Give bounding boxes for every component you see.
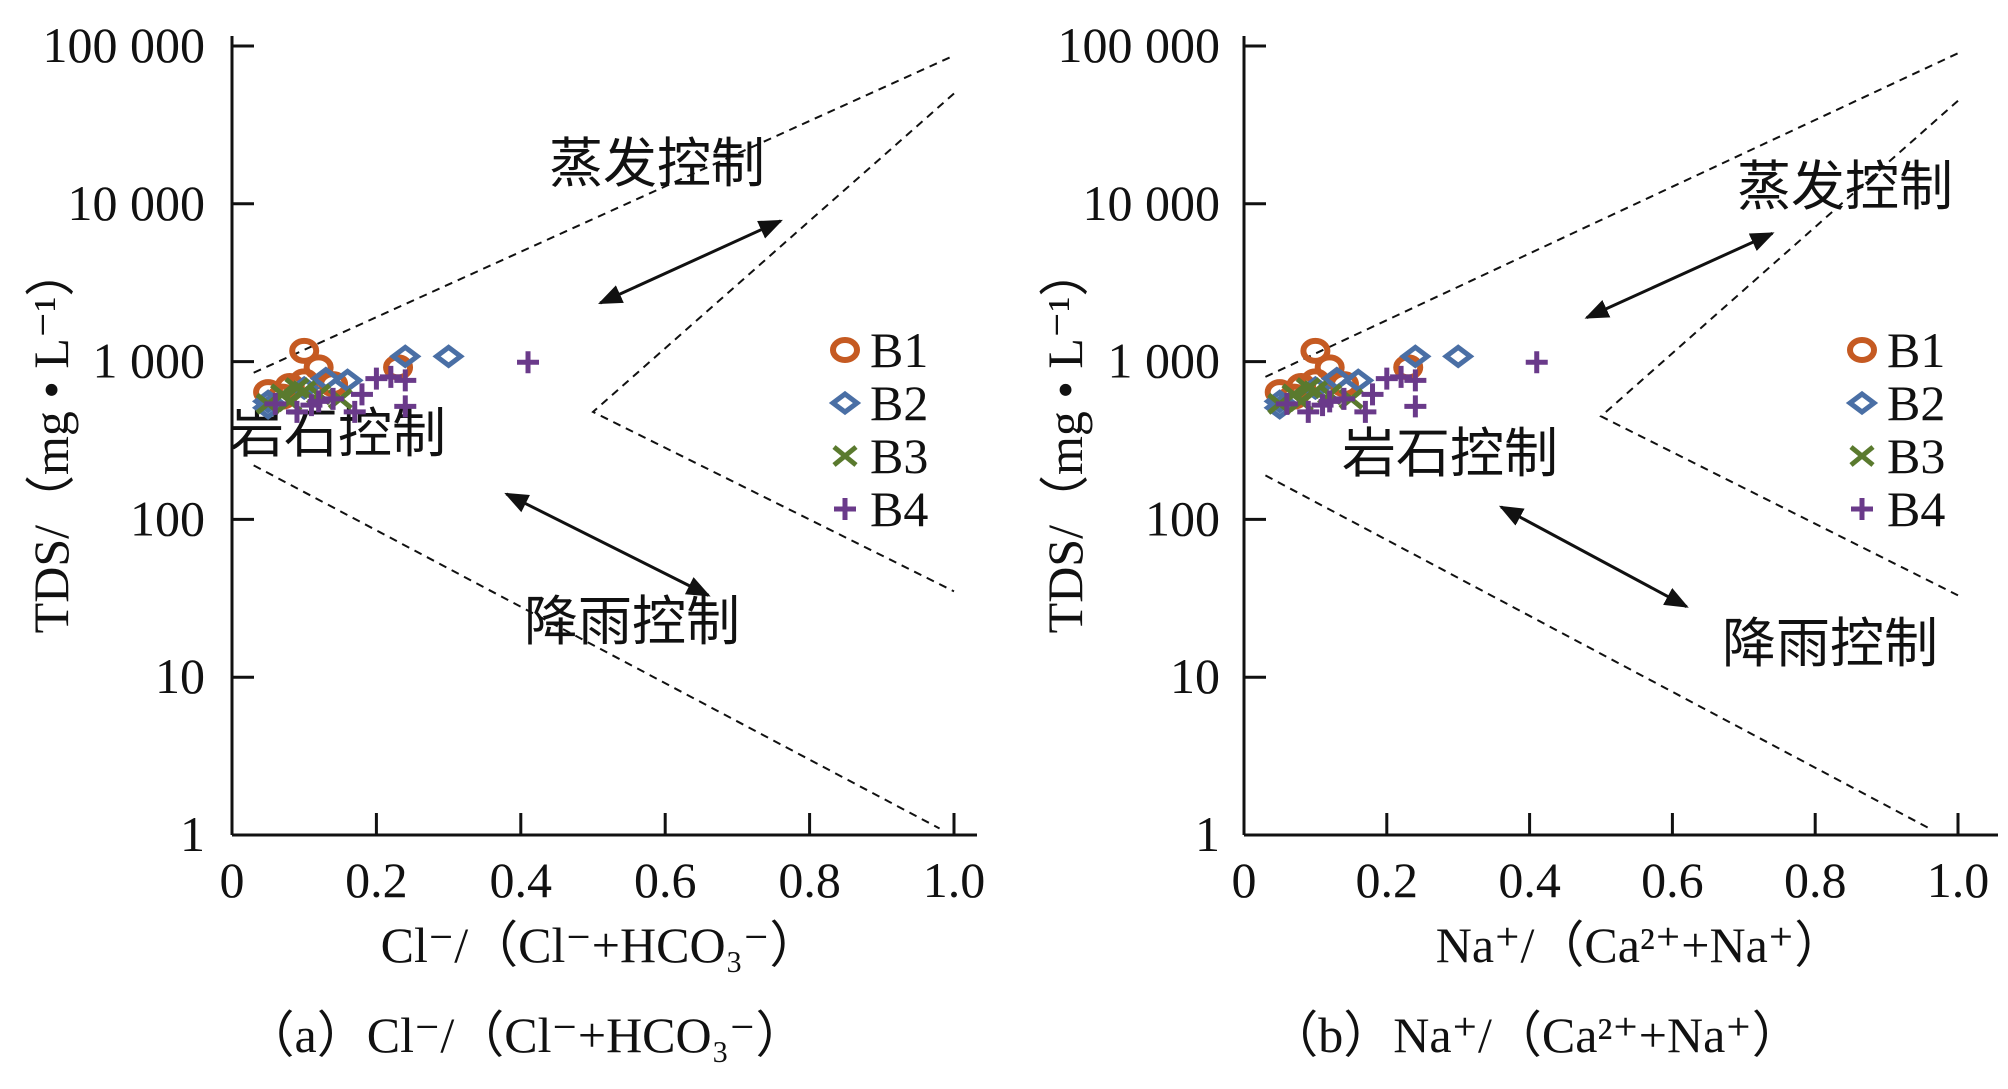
data-point-b4 <box>1311 394 1334 417</box>
y-tick-label: 10 000 <box>68 175 206 231</box>
boundary-line <box>1264 52 1959 378</box>
x-tick-label: 0.6 <box>1641 852 1704 908</box>
data-point-b4 <box>1361 383 1384 406</box>
x-tick-label: 0 <box>220 852 245 908</box>
y-tick-label: 10 000 <box>1083 175 1221 231</box>
legend-label: B1 <box>1887 322 1945 378</box>
boundary-line <box>253 54 955 374</box>
data-point-b4 <box>517 351 540 374</box>
data-point-b4 <box>264 392 287 415</box>
x-axis-label: Cl⁻/（Cl⁻+HCO₃⁻） <box>381 917 820 973</box>
legend-marker-b4 <box>1851 498 1873 520</box>
x-tick-label: 0.2 <box>345 852 408 908</box>
legend-marker-b1 <box>830 337 860 363</box>
annotation-label: 岩石控制 <box>1342 424 1558 484</box>
annotation-label: 降雨控制 <box>1722 614 1938 674</box>
y-tick-label: 1 000 <box>1108 333 1221 389</box>
data-point-b4 <box>1404 369 1427 392</box>
y-tick-label: 100 000 <box>1058 17 1221 73</box>
double-arrow <box>598 219 783 305</box>
x-tick-label: 0.8 <box>1784 852 1847 908</box>
data-point-b4 <box>1375 367 1398 390</box>
chart-panel-a: 1 10 100 1 000 10 000 100 000 0 0.2 0.4 0.6 0.8 1.0… <box>23 17 985 1063</box>
legend-label: B4 <box>1887 481 1945 537</box>
legend-marker-b3 <box>1849 445 1875 467</box>
y-tick-label: 1 000 <box>93 333 206 389</box>
data-point-b4 <box>1525 351 1548 374</box>
legend-marker-b1 <box>1847 337 1877 363</box>
data-point-b4 <box>1354 400 1377 423</box>
legend-marker-b2 <box>1845 390 1879 416</box>
x-tick-label: 0.4 <box>1498 852 1561 908</box>
annotation-label: 蒸发控制 <box>549 134 765 194</box>
data-point-b4 <box>365 367 388 390</box>
y-tick-label: 1 <box>180 806 205 862</box>
boundary-line <box>591 92 955 593</box>
data-point-b2 <box>432 344 465 369</box>
x-tick-label: 0.2 <box>1356 852 1419 908</box>
data-point-b4 <box>350 383 373 406</box>
panel-caption: （b）Na⁺/（Ca²⁺+Na⁺） <box>1268 1007 1801 1063</box>
y-tick-label: 100 000 <box>43 17 206 73</box>
boundary-line <box>1599 99 1959 597</box>
data-point-b2 <box>331 368 364 393</box>
y-tick-label: 100 <box>1145 490 1220 546</box>
y-tick-label: 1 <box>1195 806 1220 862</box>
legend-label: B4 <box>870 481 928 537</box>
x-tick-label: 1.0 <box>923 852 986 908</box>
legend-label: B2 <box>870 375 928 431</box>
double-arrow <box>1498 505 1689 608</box>
legend-label: B3 <box>870 428 928 484</box>
double-arrow <box>1584 231 1775 319</box>
legend-marker-b4 <box>834 498 856 520</box>
legend-label: B3 <box>1887 428 1945 484</box>
y-tick-label: 100 <box>130 490 205 546</box>
double-arrow <box>504 492 711 597</box>
data-point-b4 <box>1332 387 1355 410</box>
panel-caption: （a）Cl⁻/（Cl⁻+HCO₃⁻） <box>245 1007 806 1063</box>
data-point-b1 <box>1300 337 1331 364</box>
legend-label: B1 <box>870 322 928 378</box>
x-tick-label: 0 <box>1232 852 1257 908</box>
x-axis-label: Na⁺/（Ca²⁺+Na⁺） <box>1436 917 1844 973</box>
legend-label: B2 <box>1887 375 1945 431</box>
data-point-b4 <box>300 394 323 417</box>
data-point-b2 <box>1399 344 1432 369</box>
legend-marker-b2 <box>828 390 862 416</box>
data-point-b1 <box>289 337 320 364</box>
boundary-line <box>253 464 941 830</box>
y-tick-label: 10 <box>1170 648 1220 704</box>
annotation-label: 蒸发控制 <box>1737 157 1953 217</box>
x-tick-label: 0.6 <box>634 852 697 908</box>
x-tick-label: 0.4 <box>490 852 553 908</box>
data-point-b4 <box>1297 400 1320 423</box>
y-axis-label: TDS/（mg • L⁻¹） <box>1037 247 1093 634</box>
data-point-b2 <box>1342 368 1375 393</box>
x-tick-label: 1.0 <box>1927 852 1990 908</box>
data-point-b4 <box>1404 395 1427 418</box>
legend-marker-b3 <box>832 445 858 467</box>
chart-panel-b: 1 10 100 1 000 10 000 100 000 0 0.2 0.4 0.6 0.8 1.0… <box>1037 17 1998 1063</box>
annotation-label: 降雨控制 <box>524 592 740 652</box>
data-point-b4 <box>1275 392 1298 415</box>
y-axis-label: TDS/（mg • L⁻¹） <box>23 247 79 634</box>
data-point-b4 <box>322 387 345 410</box>
data-point-b4 <box>285 400 308 423</box>
data-point-b2 <box>1442 344 1475 369</box>
data-point-b4 <box>343 400 366 423</box>
y-tick-label: 10 <box>155 648 205 704</box>
data-point-b2 <box>389 344 422 369</box>
data-point-b4 <box>394 395 417 418</box>
x-tick-label: 0.8 <box>778 852 841 908</box>
data-point-b4 <box>394 369 417 392</box>
